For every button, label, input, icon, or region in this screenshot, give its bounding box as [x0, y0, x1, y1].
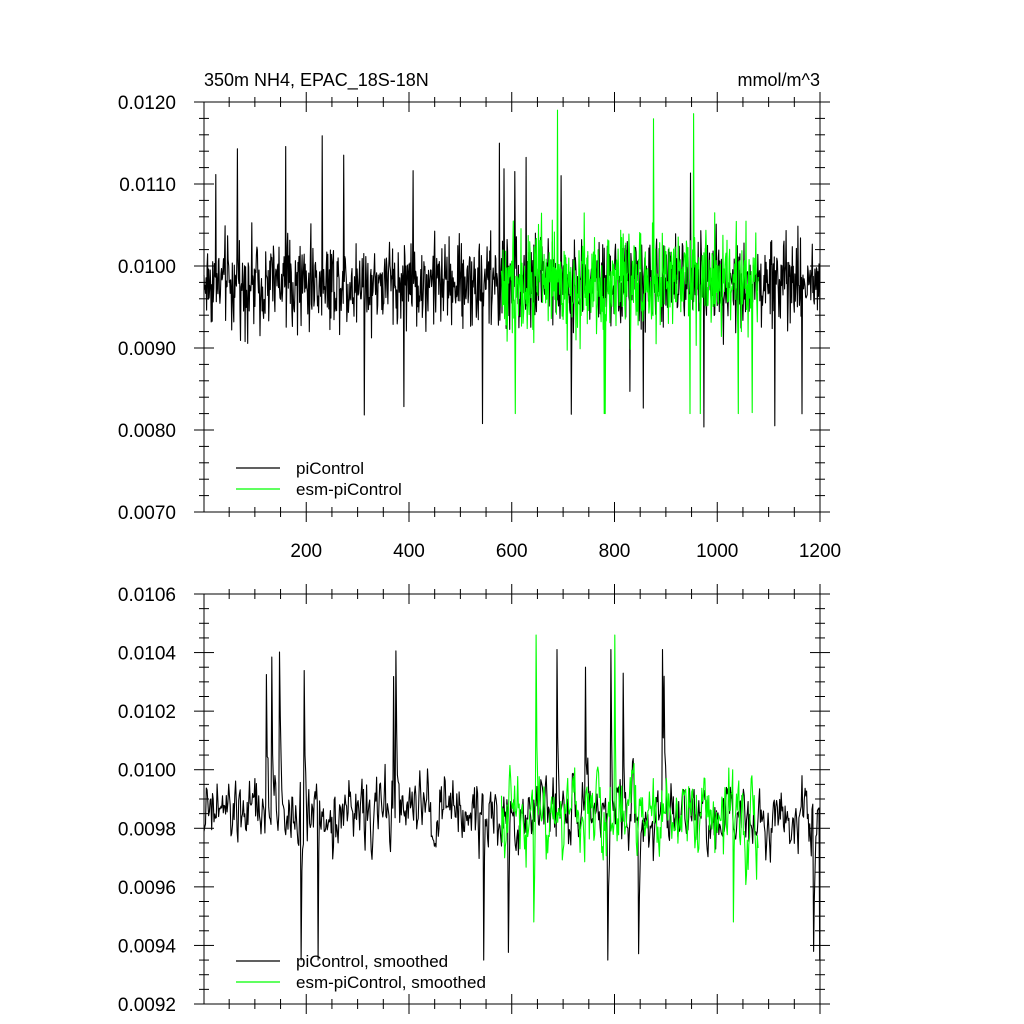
top-panel-units: mmol/m^3 — [738, 70, 820, 90]
bottom-legend-label-picontrol: piControl, smoothed — [296, 952, 448, 971]
top-panel-title: 350m NH4, EPAC_18S-18N — [204, 70, 429, 91]
top-legend: piControl esm-piControl — [236, 459, 402, 499]
y-tick-label: 0.0110 — [119, 175, 176, 196]
top-legend-label-esm-picontrol: esm-piControl — [296, 480, 402, 499]
bottom-legend-label-esm-picontrol: esm-piControl, smoothed — [296, 973, 486, 992]
top-series-layer — [203, 109, 821, 428]
y-tick-label: 0.0094 — [118, 936, 177, 957]
y-tick-label: 0.0100 — [118, 761, 176, 782]
y-tick-label: 0.0104 — [118, 644, 177, 665]
y-tick-label: 0.0120 — [118, 93, 176, 114]
y-tick-label: 0.0096 — [118, 878, 176, 899]
bottom-axis-ticks — [194, 584, 830, 1014]
x-tick-label: 800 — [599, 541, 631, 562]
x-tick-label: 1200 — [799, 541, 841, 562]
top-y-tick-labels: 0.0070 0.0080 0.0090 0.0100 0.0110 0.0120 — [118, 93, 176, 524]
bottom-panel: 0.0092 0.0094 0.0096 0.0098 0.0100 0.0102 0.01… — [118, 584, 830, 1016]
y-tick-label: 0.0080 — [118, 421, 176, 442]
y-tick-label: 0.0106 — [118, 585, 176, 606]
x-tick-label: 400 — [393, 541, 425, 562]
y-tick-label: 0.0070 — [118, 503, 176, 524]
series-line-esm-picontrol-smoothed — [500, 634, 759, 923]
bottom-plot-frame — [203, 593, 821, 1005]
top-x-tick-labels: 200 400 600 800 1000 1200 — [290, 541, 841, 562]
top-plot-frame — [203, 101, 821, 513]
y-tick-label: 0.0098 — [118, 819, 176, 840]
y-tick-label: 0.0100 — [118, 257, 176, 278]
y-tick-label: 0.0102 — [118, 702, 176, 723]
bottom-y-tick-labels: 0.0092 0.0094 0.0096 0.0098 0.0100 0.0102 0.01… — [118, 585, 177, 1016]
y-tick-label: 0.0090 — [118, 339, 176, 360]
top-panel: 350m NH4, EPAC_18S-18N mmol/m^3 0.00700.… — [118, 70, 841, 562]
top-legend-label-picontrol: piControl — [296, 459, 364, 478]
y-tick-label: 0.0092 — [118, 995, 176, 1016]
bottom-series-layer — [203, 634, 821, 961]
x-tick-label: 1000 — [696, 541, 738, 562]
bottom-legend: piControl, smoothed esm-piControl, smoot… — [236, 952, 486, 992]
series-line-esm-picontrol — [500, 109, 759, 415]
x-tick-label: 600 — [496, 541, 528, 562]
x-tick-label: 200 — [290, 541, 322, 562]
